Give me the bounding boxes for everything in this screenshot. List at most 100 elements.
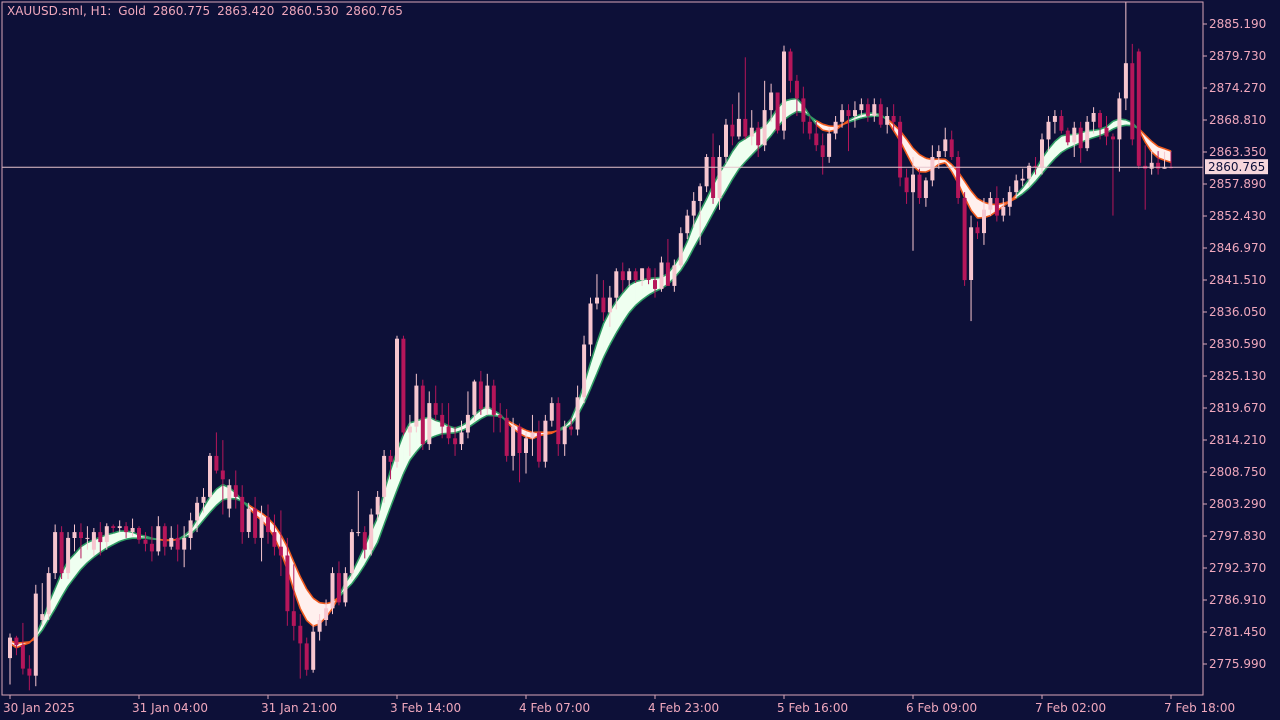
bear-candle-body: [478, 381, 483, 409]
y-tick-label: 2836.050: [1209, 305, 1266, 319]
bull-candle-body: [72, 532, 77, 538]
ma-slow-line: [1015, 193, 1024, 199]
ma-slow-line: [944, 158, 953, 166]
bull-candle-body: [595, 297, 599, 304]
ohlc-high: 2863.420: [217, 4, 275, 18]
bear-candle-body: [285, 555, 290, 612]
bull-candle-body: [227, 485, 232, 509]
bear-candle-body: [124, 526, 129, 533]
bear-candle-body: [401, 338, 406, 433]
bear-candle-body: [711, 157, 716, 198]
ma-fast-line: [1054, 135, 1062, 143]
ma-fast-line: [854, 113, 862, 118]
bull-candle-body: [472, 381, 477, 415]
bull-candle-body: [575, 397, 580, 430]
ma-slow-line: [641, 294, 650, 301]
bear-candle-body: [453, 438, 458, 445]
ma-slow-line: [480, 414, 488, 420]
ma-slow-line: [512, 422, 520, 428]
ma-slow-line: [86, 556, 95, 564]
bear-candle-body: [878, 104, 883, 125]
bull-candle-body: [717, 157, 722, 198]
bull-candle-body: [988, 198, 993, 210]
bear-candle-body: [220, 470, 225, 480]
bull-candle-body: [749, 127, 754, 137]
ma-fast-line: [1105, 120, 1114, 128]
x-tick-label: 7 Feb 02:00: [1035, 701, 1106, 715]
current-price-label: 2860.765: [1208, 160, 1265, 174]
y-tick-label: 2808.750: [1209, 465, 1266, 479]
ma-slow-line: [912, 147, 921, 156]
bull-candle-body: [311, 631, 316, 670]
bear-candle-body: [1136, 51, 1141, 166]
y-tick-label: 2825.130: [1209, 369, 1266, 383]
bear-candle-body: [1078, 127, 1083, 149]
ma-slow-line: [415, 443, 424, 453]
bull-candle-body: [582, 344, 587, 398]
bull-candle-body: [1162, 166, 1167, 169]
bull-candle-body: [33, 593, 38, 676]
ma-fast-line: [970, 209, 979, 219]
bear-candle-body: [14, 637, 19, 646]
x-tick-label: 30 Jan 2025: [3, 701, 75, 715]
ma-slow-line: [596, 357, 605, 374]
y-tick-label: 2874.270: [1209, 81, 1266, 95]
bear-candle-body: [536, 432, 541, 462]
bear-candle-body: [433, 403, 438, 415]
ma-fast-line: [848, 115, 856, 121]
bull-candle-body: [40, 614, 45, 620]
ma-fast-line: [454, 424, 462, 429]
bull-candle-body: [188, 520, 193, 538]
ma-slow-line: [1164, 148, 1172, 152]
bull-candle-body: [678, 233, 683, 266]
bear-candle-body: [975, 227, 980, 234]
bear-candle-body: [962, 198, 967, 281]
y-tick-label: 2879.730: [1209, 49, 1266, 63]
ma-slow-line: [622, 312, 630, 323]
bull-candle-body: [104, 526, 109, 542]
ma-fast-line: [525, 436, 533, 440]
bull-candle-body: [511, 426, 516, 456]
bear-candle-body: [994, 198, 999, 216]
bull-candle-body: [343, 573, 348, 603]
bear-candle-body: [175, 537, 180, 550]
ma-slow-line: [280, 534, 289, 548]
bull-candle-body: [169, 537, 174, 547]
ma-fast-line: [699, 198, 708, 212]
ohlc-close: 2860.765: [345, 4, 403, 18]
ma-slow-line: [60, 585, 69, 598]
bull-candle-body: [969, 227, 974, 280]
bull-candle-body: [1040, 139, 1044, 167]
bull-candle-body: [485, 385, 490, 409]
ma-slow-line: [841, 121, 849, 126]
bull-candle-body: [659, 262, 664, 289]
ma-slow-line: [589, 373, 598, 390]
ohlc-open: 2860.775: [152, 4, 211, 18]
bear-candle-body: [665, 262, 670, 286]
ma-slow-line: [628, 304, 637, 314]
bear-candle-body: [620, 271, 625, 281]
bear-candle-body: [272, 532, 277, 547]
ma-fast-line: [790, 97, 797, 101]
bull-candle-body: [524, 438, 528, 453]
ma-fast-line: [1021, 178, 1030, 189]
ma-slow-line: [396, 473, 405, 491]
ma-slow-line: [145, 537, 152, 540]
bear-candle-body: [111, 526, 116, 528]
ma-fast-line: [112, 530, 120, 534]
ma-slow-line: [963, 180, 972, 192]
bear-candle-body: [298, 625, 303, 644]
y-tick-label: 2814.210: [1209, 433, 1266, 447]
ma-fast-line: [1157, 157, 1165, 162]
bull-candle-body: [762, 110, 767, 146]
bear-candle-body: [807, 121, 812, 134]
bear-candle-body: [949, 139, 954, 157]
bull-candle-body: [1027, 165, 1032, 179]
ma-slow-line: [609, 332, 618, 346]
ma-fast-line: [306, 619, 314, 627]
bear-candle-body: [420, 385, 425, 445]
bear-candle-body: [1130, 63, 1135, 140]
ma-fast-line: [215, 483, 224, 490]
